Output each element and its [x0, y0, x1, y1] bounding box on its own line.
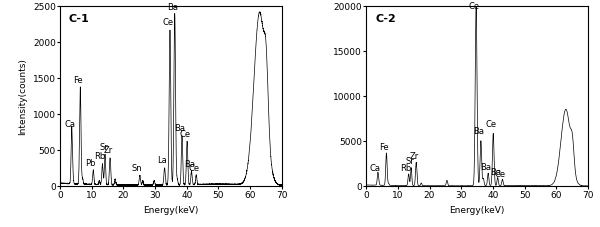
Text: C-1: C-1 — [69, 14, 89, 24]
Text: Ce: Ce — [189, 163, 200, 172]
Text: Sr: Sr — [99, 142, 108, 151]
Text: Zr: Zr — [104, 146, 113, 155]
Y-axis label: Intensity(counts): Intensity(counts) — [18, 58, 27, 135]
Text: Zr: Zr — [410, 151, 419, 160]
Text: Ce: Ce — [469, 2, 479, 11]
Text: C-2: C-2 — [375, 14, 396, 24]
Text: Ce: Ce — [494, 170, 506, 178]
Text: Ca: Ca — [64, 119, 75, 128]
X-axis label: Energy(keV): Energy(keV) — [449, 205, 505, 214]
Text: Ba: Ba — [481, 162, 491, 171]
Text: Ba: Ba — [174, 124, 185, 133]
Text: Fe: Fe — [379, 142, 389, 151]
Text: Rb: Rb — [94, 152, 105, 161]
Text: Ca: Ca — [370, 163, 381, 172]
Text: Ce: Ce — [486, 120, 497, 129]
Text: Ba: Ba — [490, 167, 501, 176]
Text: Fe: Fe — [74, 76, 83, 85]
Text: Ce: Ce — [180, 129, 191, 138]
Text: Sn: Sn — [132, 163, 142, 172]
Text: Sr: Sr — [405, 157, 414, 165]
Text: La: La — [157, 155, 167, 164]
Text: Ba: Ba — [473, 126, 484, 135]
Text: Ba: Ba — [184, 159, 195, 168]
Text: Ba: Ba — [167, 3, 178, 12]
Text: Rb: Rb — [400, 163, 411, 172]
X-axis label: Energy(keV): Energy(keV) — [143, 205, 199, 214]
Text: Pb: Pb — [85, 158, 96, 167]
Text: Ce: Ce — [163, 18, 174, 27]
